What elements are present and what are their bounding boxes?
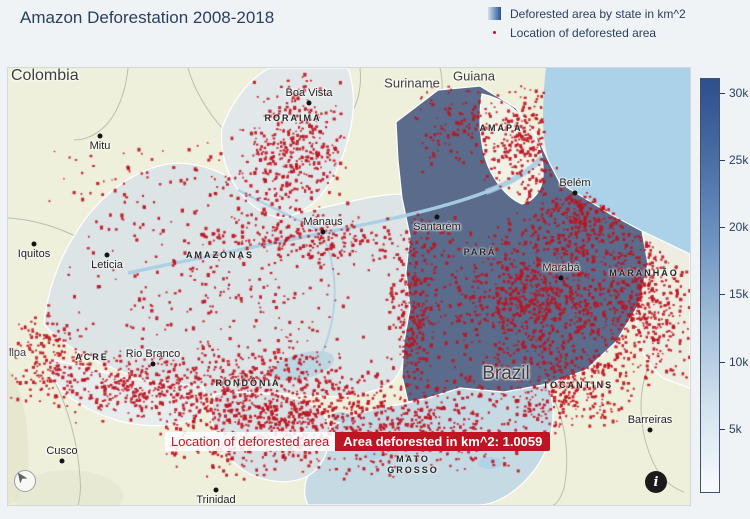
city-marker bbox=[97, 133, 103, 139]
legend-item-scatter[interactable]: Location of deforested area bbox=[488, 23, 686, 42]
city-marker bbox=[306, 100, 312, 106]
city-label: Iquitos bbox=[17, 248, 51, 260]
legend-item-choropleth[interactable]: Deforested area by state in km^2 bbox=[488, 4, 686, 23]
colorbar-tick bbox=[720, 429, 725, 430]
city-label: Marabá bbox=[542, 262, 580, 274]
city-label: Belém bbox=[559, 177, 591, 189]
city-label: Rio Branco bbox=[125, 348, 181, 360]
colorbar-tick bbox=[720, 93, 725, 94]
city-marker bbox=[434, 214, 440, 220]
scatter-dot-icon bbox=[488, 26, 501, 39]
colorbar-tick-label: 30k bbox=[729, 86, 749, 100]
city-marker bbox=[150, 361, 156, 367]
reset-view-button[interactable] bbox=[14, 470, 36, 492]
city-label: Trinidad bbox=[196, 494, 236, 505]
colorbar-tick-label: 10k bbox=[729, 355, 749, 369]
info-button[interactable]: i bbox=[645, 471, 667, 493]
city-label: Boa Vista bbox=[285, 87, 333, 99]
colorbar-tick bbox=[720, 362, 725, 363]
colorbar-tick-label: 25k bbox=[729, 153, 749, 167]
info-icon: i bbox=[653, 474, 659, 490]
colorbar-tick bbox=[720, 294, 725, 295]
colorbar-tick-label: 15k bbox=[729, 287, 749, 301]
legend-item-label: Location of deforested area bbox=[510, 25, 657, 40]
colorbar: 30k 25k 20k 15k 10k 5k bbox=[700, 78, 750, 493]
city-marker bbox=[320, 229, 326, 235]
city-marker bbox=[572, 190, 578, 196]
city-label: Santarém bbox=[413, 221, 461, 233]
city-marker bbox=[31, 241, 37, 247]
colorbar-gradient bbox=[700, 78, 720, 493]
city-marker bbox=[558, 275, 564, 281]
city-label: Mitu bbox=[89, 140, 111, 152]
city-label: Cusco bbox=[46, 445, 78, 457]
colorbar-tick bbox=[720, 160, 725, 161]
city-marker bbox=[104, 252, 110, 258]
legend-item-label: Deforested area by state in km^2 bbox=[510, 6, 686, 21]
colorbar-tick-label: 20k bbox=[729, 220, 749, 234]
page-title: Amazon Deforestation 2008-2018 bbox=[20, 8, 275, 27]
city-marker bbox=[647, 427, 653, 433]
colorbar-tick-label: 5k bbox=[729, 422, 742, 436]
colorbar-tick bbox=[720, 227, 725, 228]
deforestation-dots-layer bbox=[8, 68, 690, 505]
city-label: Leticia bbox=[91, 259, 123, 271]
city-label: Manaus bbox=[303, 216, 343, 228]
map-canvas[interactable]: Colombia Suriname Guiana Brazil llpa RORAIMA A… bbox=[8, 68, 690, 505]
legend: Deforested area by state in km^2 Locatio… bbox=[488, 4, 686, 42]
locate-arrow-icon bbox=[17, 472, 27, 483]
city-marker bbox=[59, 458, 65, 464]
city-marker bbox=[213, 487, 219, 493]
choropleth-gradient-icon bbox=[488, 7, 501, 20]
city-label: Barreiras bbox=[627, 414, 673, 426]
